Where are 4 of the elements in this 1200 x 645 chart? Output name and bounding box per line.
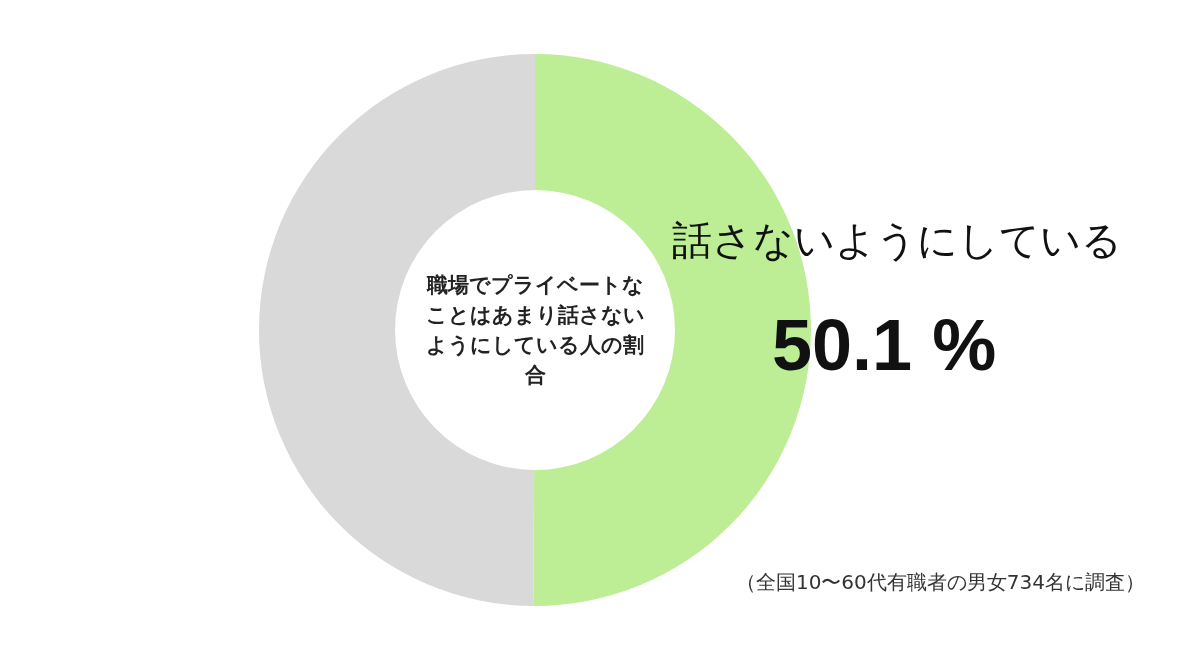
text: 職場でプライベートなことはあまり話さないようにしている人の割合 <box>425 273 645 387</box>
text: （全国10〜60代有職者の男女734名に調査） <box>735 570 1145 594</box>
slice-label: 話さないようにしている <box>672 217 1122 263</box>
data-label: 50.1 % <box>772 305 997 385</box>
